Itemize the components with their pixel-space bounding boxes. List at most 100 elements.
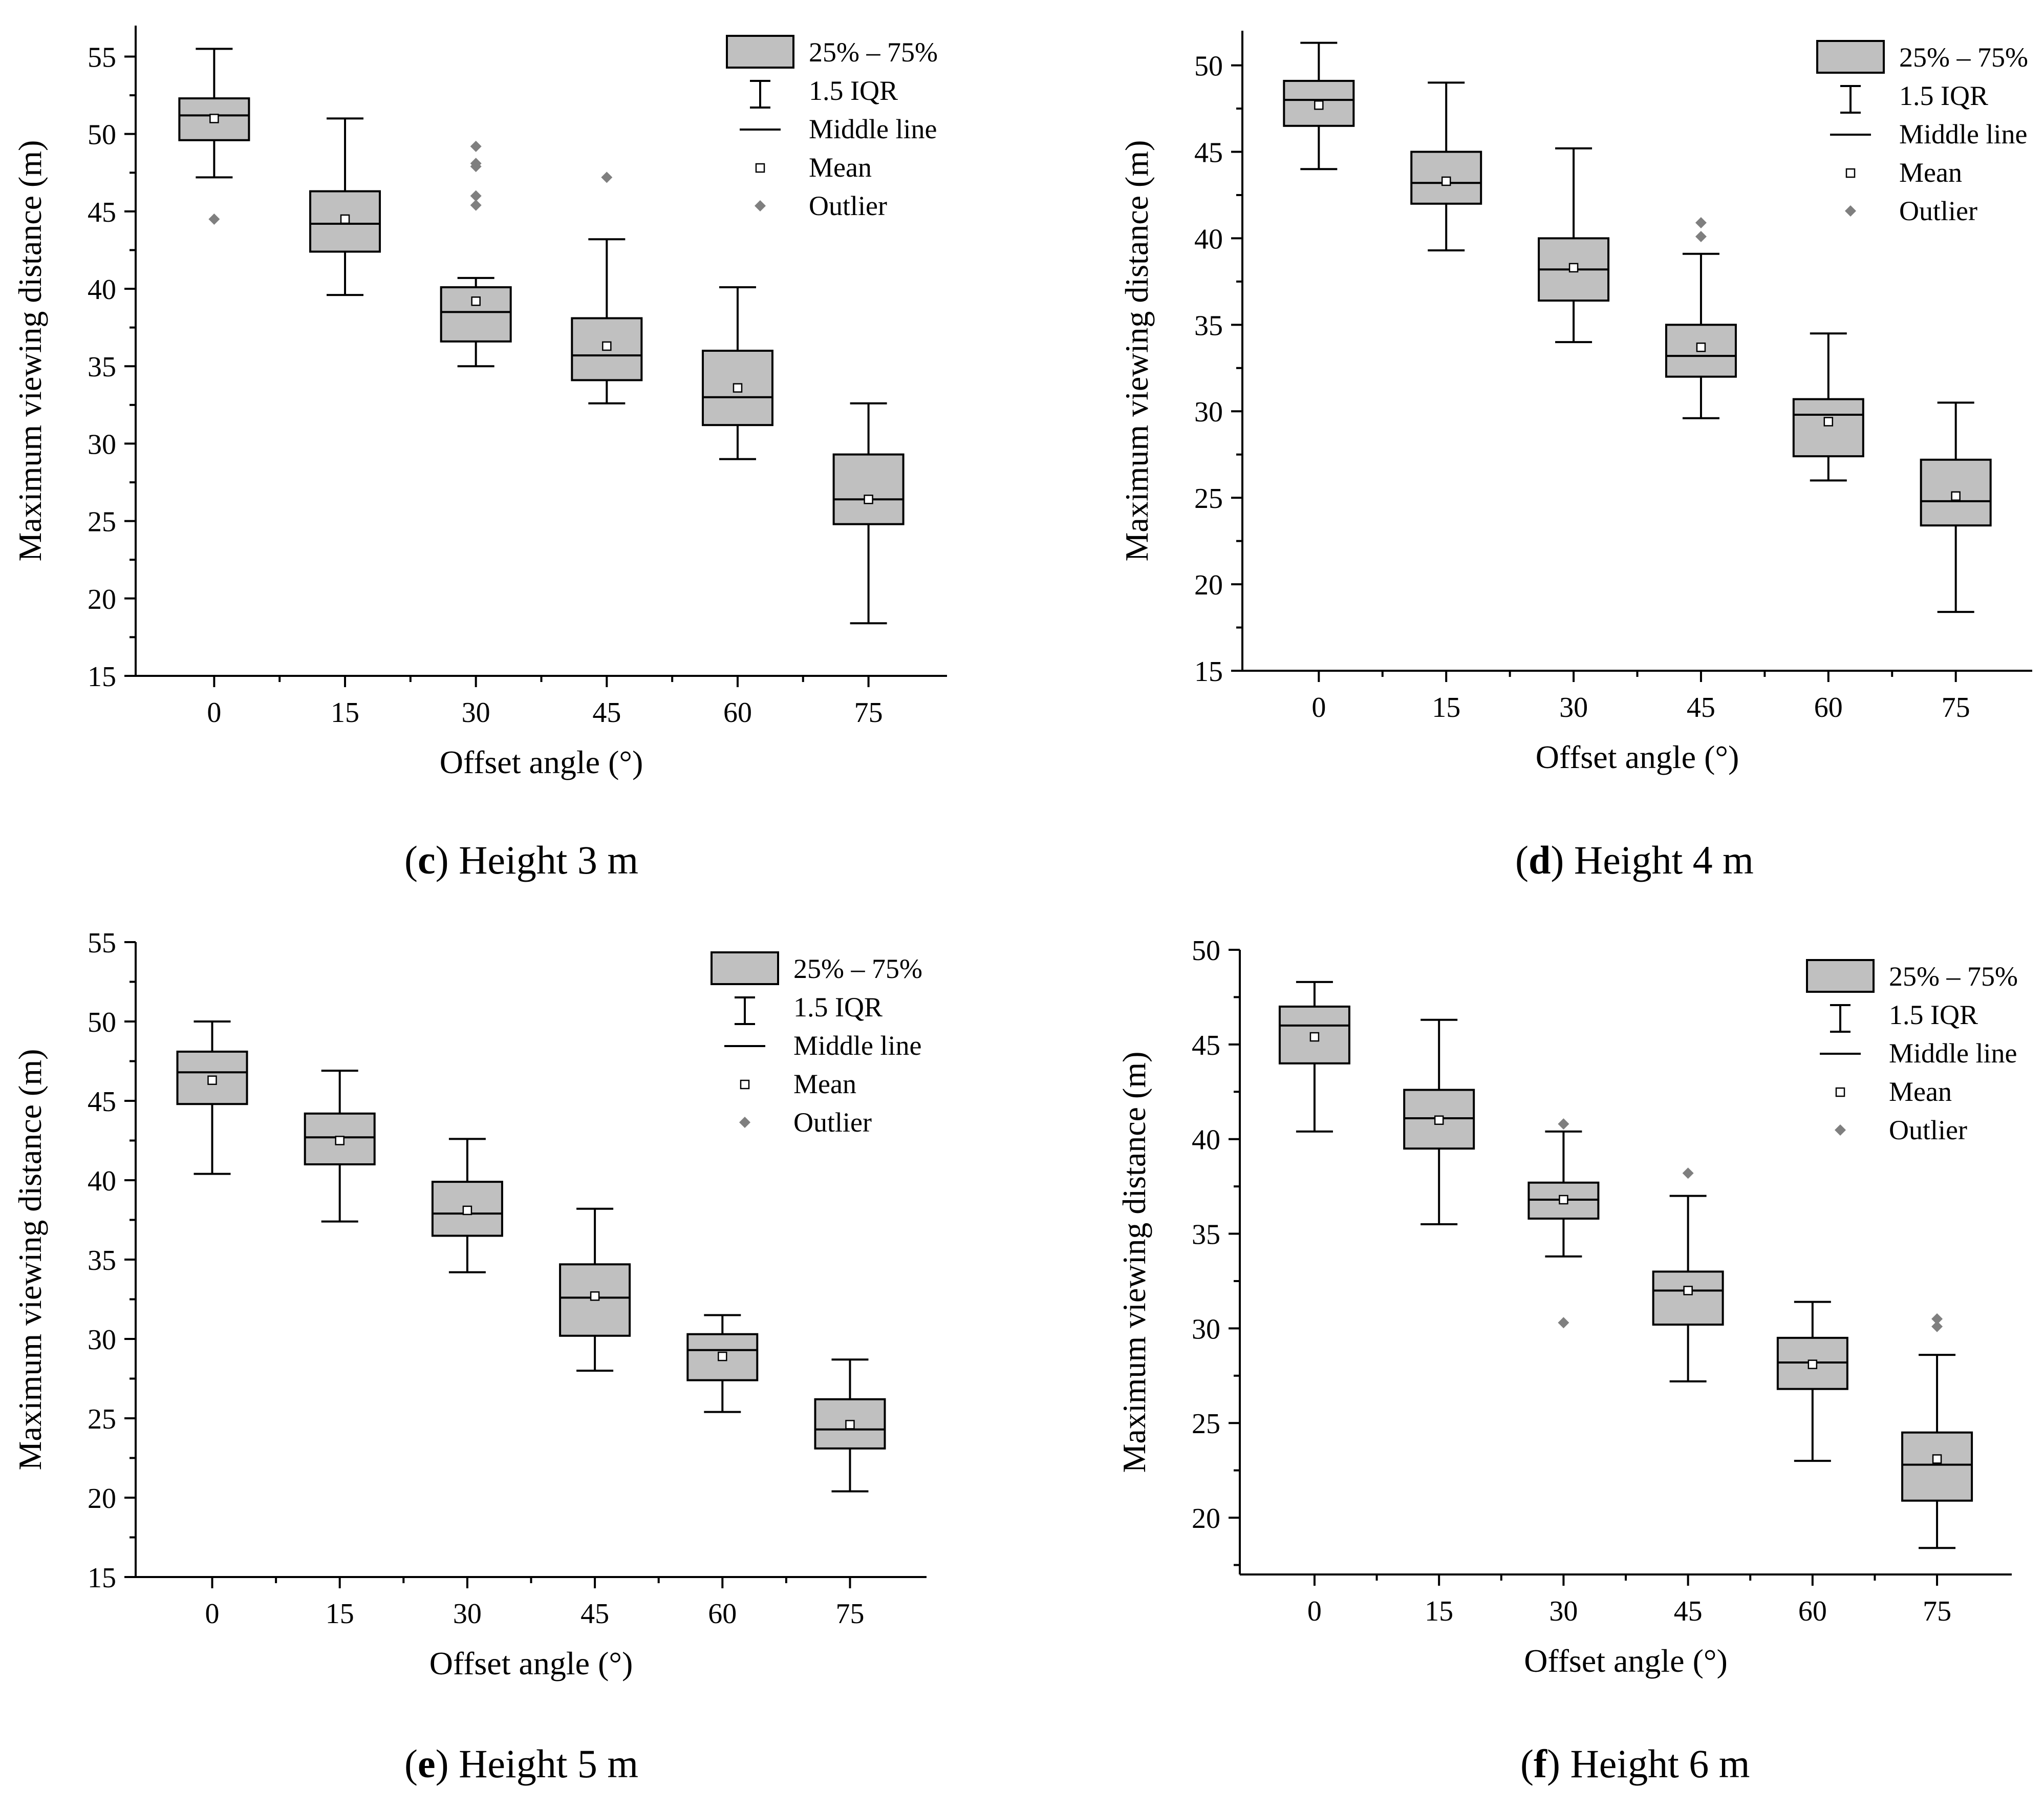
outlier-marker bbox=[470, 199, 482, 211]
boxplot-chart-c: 15 20 25 30 35 40 45 50 55 Maximum viewing distan… bbox=[12, 26, 947, 780]
y-tick-label: 45 bbox=[1192, 1030, 1220, 1061]
x-tick-label: 75 bbox=[1942, 692, 1970, 723]
box-group-0 bbox=[1283, 41, 1355, 171]
caption-text-f: Height 6 m bbox=[1570, 1741, 1750, 1786]
y-tick-label: 40 bbox=[88, 274, 116, 306]
chart-legend: 25% – 75% 1.5 IQR Middle line Mean Outlier bbox=[1816, 40, 2028, 226]
x-tick-label: 75 bbox=[835, 1598, 864, 1630]
mean-marker bbox=[590, 1291, 600, 1301]
mean-marker bbox=[845, 1420, 855, 1430]
mean-marker bbox=[462, 1205, 472, 1216]
x-tick-label: 15 bbox=[326, 1598, 354, 1630]
legend-median-label: Middle line bbox=[1899, 119, 2027, 150]
x-tick-label: 45 bbox=[592, 697, 621, 729]
outlier-marker bbox=[208, 213, 220, 225]
outlier-marker bbox=[1695, 231, 1707, 243]
iqr-box bbox=[1652, 1270, 1724, 1326]
x-tick-label: 15 bbox=[1425, 1595, 1453, 1627]
box-group-75 bbox=[1901, 1313, 1973, 1549]
y-axis-label: Maximum viewing distance (m) bbox=[1118, 140, 1155, 562]
y-tick-label: 30 bbox=[88, 429, 116, 460]
x-tick-label: 60 bbox=[1798, 1595, 1827, 1627]
legend-mean-marker bbox=[740, 1079, 750, 1090]
x-tick-label: 0 bbox=[205, 1598, 220, 1630]
outlier-marker bbox=[1695, 217, 1707, 228]
box-group-60 bbox=[1792, 332, 1864, 482]
x-axis-label: Offset angle (°) bbox=[1524, 1643, 1728, 1679]
y-tick-label: 25 bbox=[88, 506, 116, 538]
caption-text-e: Height 5 m bbox=[459, 1741, 639, 1786]
legend-mean-label: Mean bbox=[1899, 157, 1962, 188]
chart-legend: 25% – 75% 1.5 IQR Middle line Mean Outlier bbox=[726, 35, 938, 221]
iqr-box bbox=[440, 286, 512, 343]
box-group-45 bbox=[1652, 1167, 1724, 1382]
x-tick-label: 30 bbox=[453, 1598, 482, 1630]
mean-marker bbox=[1683, 1286, 1693, 1295]
legend-box-label: 25% – 75% bbox=[1889, 961, 2018, 992]
chart-legend: 25% – 75% 1.5 IQR Middle line Mean Outlier bbox=[1806, 959, 2018, 1145]
y-axis-label: Maximum viewing distance (m) bbox=[12, 1049, 48, 1471]
caption-text-c: Height 3 m bbox=[459, 838, 639, 882]
caption-text-d: Height 4 m bbox=[1574, 838, 1754, 882]
box-group-60 bbox=[686, 1314, 759, 1413]
outlier-marker bbox=[1931, 1321, 1943, 1332]
y-tick-label: 55 bbox=[88, 927, 116, 959]
legend-outlier-label: Outlier bbox=[793, 1107, 872, 1138]
y-tick-label: 25 bbox=[1192, 1408, 1220, 1440]
panel-caption-f: (f) Height 6 m bbox=[1520, 1741, 1750, 1786]
x-tick-label: 45 bbox=[1687, 692, 1715, 723]
mean-marker bbox=[1808, 1359, 1818, 1369]
x-tick-label: 15 bbox=[331, 697, 359, 729]
y-tick-label: 45 bbox=[88, 1086, 116, 1118]
legend-box-label: 25% – 75% bbox=[809, 37, 938, 68]
y-tick-label: 35 bbox=[1194, 310, 1223, 342]
y-tick-label: 45 bbox=[1194, 137, 1223, 168]
y-tick-label: 15 bbox=[88, 661, 116, 693]
box-group-60 bbox=[701, 286, 773, 460]
mean-marker bbox=[1559, 1195, 1568, 1205]
legend-whisker-label: 1.5 IQR bbox=[809, 75, 898, 106]
caption-letter-f: f bbox=[1533, 1741, 1547, 1786]
y-tick-label: 40 bbox=[88, 1165, 116, 1197]
legend-outlier-marker bbox=[739, 1117, 750, 1128]
box-group-0 bbox=[178, 48, 250, 225]
mean-marker bbox=[1309, 1032, 1320, 1042]
y-tick-label: 50 bbox=[1194, 51, 1223, 82]
mean-marker bbox=[1823, 417, 1834, 427]
x-tick-label: 0 bbox=[1307, 1595, 1322, 1627]
panel-caption-d: (d) Height 4 m bbox=[1515, 838, 1754, 882]
mean-marker bbox=[733, 383, 743, 393]
box-group-15 bbox=[1410, 81, 1482, 252]
legend-outlier-marker bbox=[1845, 205, 1856, 217]
box-group-75 bbox=[832, 402, 905, 625]
legend-mean-marker bbox=[1835, 1087, 1845, 1097]
x-tick-label: 45 bbox=[1674, 1595, 1703, 1627]
y-tick-label: 50 bbox=[88, 119, 116, 151]
legend-mean-label: Mean bbox=[809, 152, 872, 183]
x-tick-label: 30 bbox=[462, 697, 490, 729]
mean-marker bbox=[864, 495, 873, 504]
x-tick-label: 15 bbox=[1432, 692, 1460, 723]
outlier-marker bbox=[1682, 1167, 1694, 1179]
legend-outlier-marker bbox=[755, 200, 766, 211]
chart-panel-e: 15 20 25 30 35 40 45 50 55 Maximum viewing distan… bbox=[0, 906, 1019, 1810]
legend-median-label: Middle line bbox=[793, 1030, 921, 1061]
x-axis-label: Offset angle (°) bbox=[429, 1645, 633, 1681]
outlier-marker bbox=[1558, 1118, 1569, 1130]
y-tick-label: 50 bbox=[1192, 935, 1220, 967]
legend-mean-marker bbox=[755, 163, 765, 173]
iqr-box bbox=[1901, 1431, 1973, 1502]
mean-marker bbox=[340, 214, 350, 224]
box-group-30 bbox=[440, 140, 512, 368]
outlier-marker bbox=[470, 190, 482, 202]
box-group-15 bbox=[304, 1070, 376, 1223]
box-group-75 bbox=[814, 1358, 886, 1493]
legend-mean-marker bbox=[1845, 168, 1856, 178]
box-group-0 bbox=[1278, 981, 1350, 1133]
mean-marker bbox=[1314, 100, 1324, 110]
x-axis-label: Offset angle (°) bbox=[1536, 739, 1739, 775]
legend-box-label: 25% – 75% bbox=[1899, 42, 2028, 73]
caption-letter-d: d bbox=[1528, 838, 1551, 882]
outlier-marker bbox=[1931, 1313, 1943, 1325]
y-tick-label: 30 bbox=[1194, 396, 1223, 428]
